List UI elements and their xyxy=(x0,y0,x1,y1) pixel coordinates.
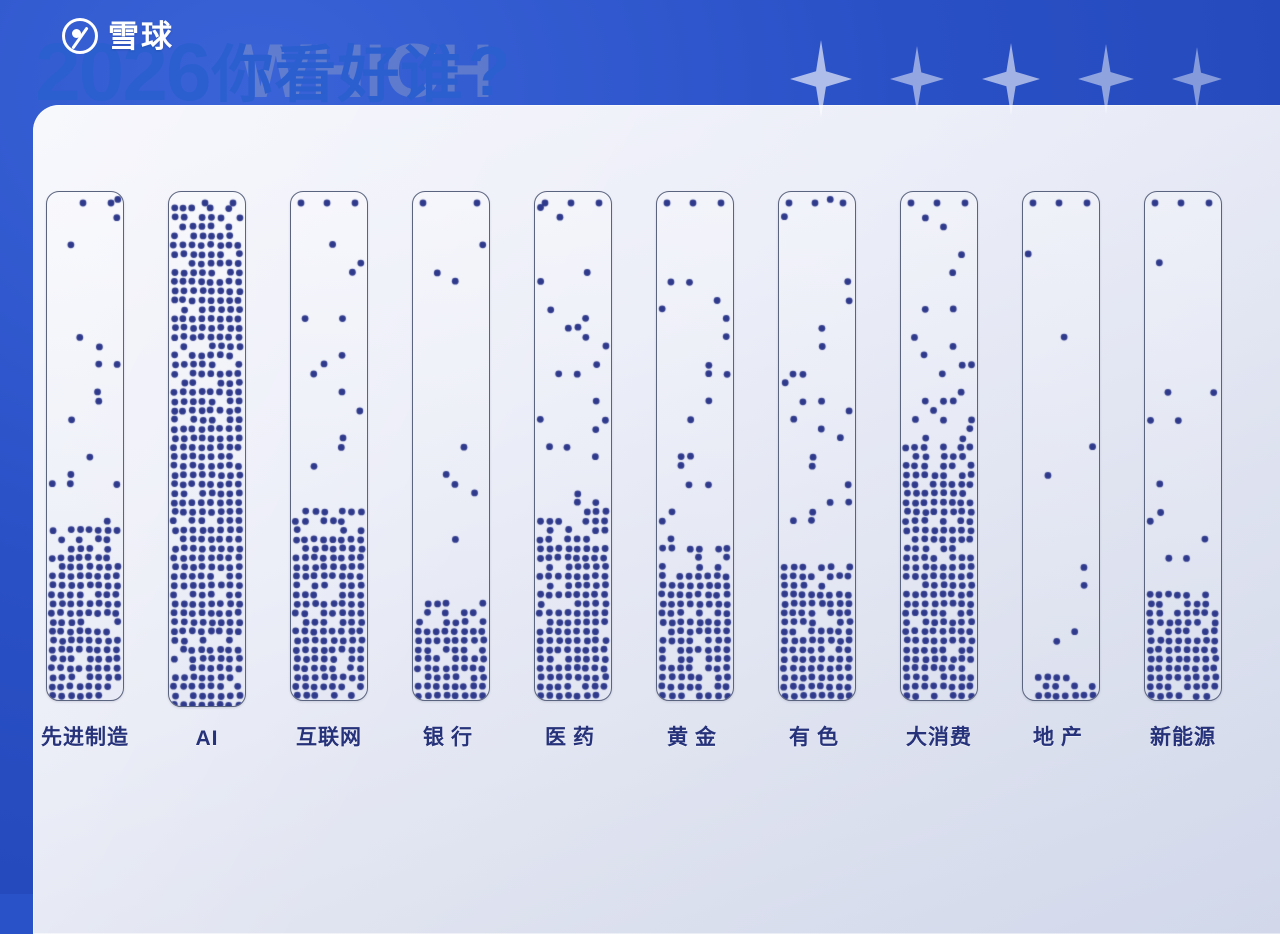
sparkle-decoration-group xyxy=(790,40,1222,118)
vote-tube[interactable] xyxy=(168,191,246,707)
vote-tube[interactable] xyxy=(412,191,490,701)
tube-label: 地产 xyxy=(1033,726,1089,749)
tube-label: AI xyxy=(195,727,219,750)
page-title: 2026 你看好谁 ? xyxy=(35,31,511,113)
tube-column: 新能源 xyxy=(1122,191,1244,751)
tube-dot-fill xyxy=(291,192,367,700)
tube-dot-fill xyxy=(169,192,245,706)
headline-question-mark: ? xyxy=(467,32,511,111)
vote-tube[interactable] xyxy=(534,191,612,701)
tube-dot-fill xyxy=(1023,192,1099,700)
tube-dot-fill xyxy=(535,192,611,700)
vote-tube[interactable] xyxy=(778,191,856,701)
tube-dot-fill xyxy=(657,192,733,700)
vote-tube[interactable] xyxy=(46,191,124,701)
four-point-star-icon xyxy=(1172,47,1222,111)
vote-tube-chart: 先进制造 AI 互联网 银行 医药 黄金 有色 大消费 地产 新能源 xyxy=(24,191,1264,751)
brand-name: 雪球 xyxy=(108,18,174,54)
tube-column: 大消费 xyxy=(878,191,1000,751)
tube-column: AI xyxy=(146,191,268,751)
tube-column: 地产 xyxy=(1000,191,1122,751)
vote-tube[interactable] xyxy=(1144,191,1222,701)
tube-dot-fill xyxy=(47,192,123,700)
tube-label: 新能源 xyxy=(1150,726,1216,749)
tube-dot-fill xyxy=(413,192,489,700)
tube-label: 互联网 xyxy=(296,726,362,749)
headline-chinese: 你看好谁 xyxy=(211,41,464,111)
tube-dot-fill xyxy=(901,192,977,700)
tube-dot-fill xyxy=(779,192,855,700)
tube-label: 医药 xyxy=(545,726,601,749)
tube-column: 黄金 xyxy=(634,191,756,751)
four-point-star-icon xyxy=(1078,44,1134,114)
vote-tube[interactable] xyxy=(900,191,978,701)
four-point-star-icon xyxy=(982,43,1040,115)
xueqiu-circle-logo-icon xyxy=(62,18,98,54)
tube-label: 先进制造 xyxy=(41,726,129,749)
tube-column: 医药 xyxy=(512,191,634,751)
tube-column: 先进制造 xyxy=(24,191,146,751)
vote-tube[interactable] xyxy=(1022,191,1100,701)
vote-tube[interactable] xyxy=(290,191,368,701)
tube-column: 有色 xyxy=(756,191,878,751)
tube-label: 银行 xyxy=(423,726,479,749)
four-point-star-icon xyxy=(790,40,852,118)
tube-dot-fill xyxy=(1145,192,1221,700)
headline-watermark: WHICH xyxy=(240,29,494,114)
tube-label: 大消费 xyxy=(906,726,972,749)
tube-label: 黄金 xyxy=(667,726,723,749)
tube-label: 有色 xyxy=(789,726,845,749)
vote-tube[interactable] xyxy=(656,191,734,701)
tube-column: 银行 xyxy=(390,191,512,751)
brand-logo: 雪球 xyxy=(62,18,174,54)
four-point-star-icon xyxy=(890,46,944,112)
tube-column: 互联网 xyxy=(268,191,390,751)
